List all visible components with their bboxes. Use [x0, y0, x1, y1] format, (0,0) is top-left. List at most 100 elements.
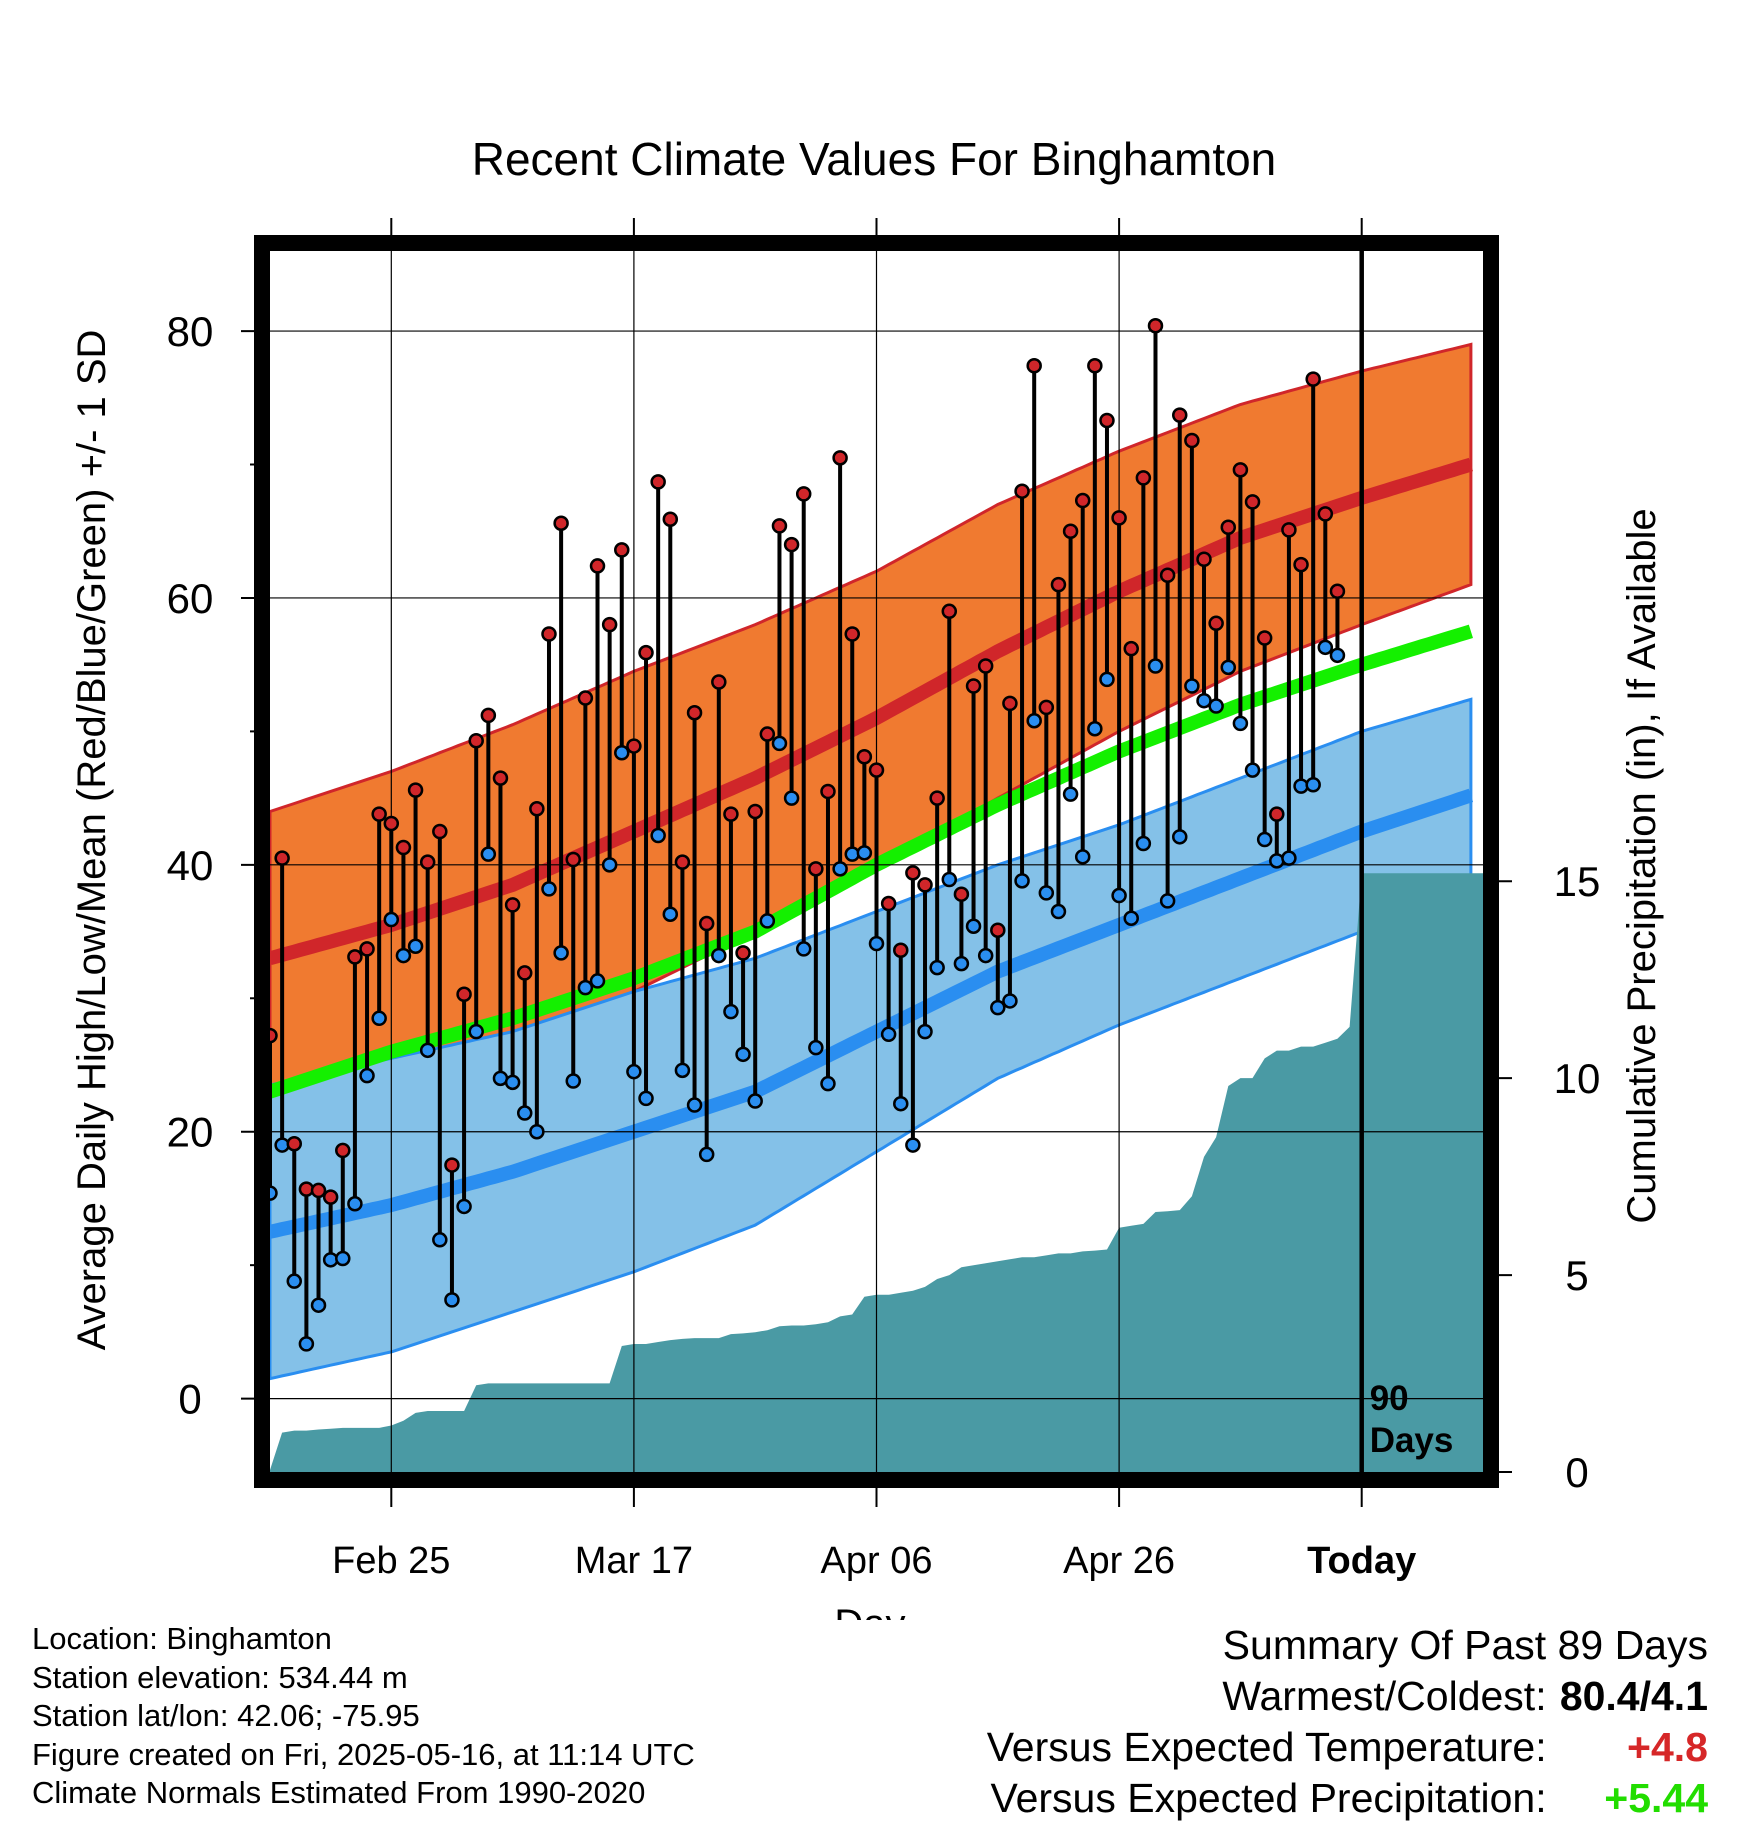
low-point	[1159, 893, 1176, 909]
precip-label: Versus Expected Precipitation:	[990, 1775, 1547, 1821]
high-point	[990, 922, 1006, 938]
x-tick-label: Apr 26	[1063, 1540, 1175, 1582]
high-point	[674, 854, 691, 870]
low-point	[1002, 993, 1018, 1009]
low-point	[1062, 786, 1079, 802]
y-tick-label: 60	[167, 575, 214, 622]
high-point	[820, 783, 836, 800]
temp-label: Versus Expected Temperature:	[986, 1724, 1547, 1770]
high-point	[456, 986, 472, 1003]
low-point	[1026, 712, 1042, 729]
y2-tick-label: 15	[1554, 858, 1601, 905]
high-point	[953, 886, 970, 902]
precip-row: Versus Expected Precipitation: +5.44	[987, 1773, 1709, 1824]
low-point	[541, 881, 557, 897]
high-point	[832, 450, 848, 466]
high-point	[759, 726, 776, 742]
low-point	[917, 1023, 933, 1040]
high-point	[783, 536, 800, 553]
warmest-row: Warmest/Coldest: 80.4/4.1	[987, 1671, 1708, 1722]
high-point	[711, 674, 727, 690]
high-point	[977, 658, 994, 674]
high-point	[686, 704, 703, 721]
low-point	[1317, 639, 1334, 656]
low-point	[432, 1232, 448, 1248]
low-point	[1123, 910, 1139, 926]
low-point	[626, 1063, 642, 1080]
high-point	[735, 945, 751, 961]
high-point	[383, 815, 400, 832]
summary-panel: Summary Of Past 89 Days Warmest/Coldest:…	[987, 1620, 1708, 1824]
high-point	[1099, 412, 1115, 429]
low-point	[1232, 715, 1249, 732]
high-point	[359, 941, 375, 957]
low-point	[371, 1010, 387, 1027]
low-point	[1135, 835, 1152, 852]
low-point	[310, 1297, 327, 1313]
low-point	[832, 861, 848, 877]
high-point	[1208, 615, 1224, 632]
y-axis-label: Average Daily High/Low/Mean (Red/Blue/Gr…	[70, 330, 114, 1351]
high-point	[856, 748, 873, 765]
low-point	[419, 1042, 436, 1059]
low-point	[953, 955, 970, 972]
high-point	[650, 474, 666, 490]
low-point	[759, 913, 776, 929]
high-normal-line	[268, 457, 1473, 965]
high-point	[286, 1135, 303, 1152]
high-point	[516, 965, 533, 981]
low-point	[686, 1097, 703, 1113]
high-point	[1050, 576, 1067, 593]
high-point	[638, 644, 654, 661]
low-point	[601, 857, 618, 873]
high-point	[419, 854, 436, 870]
high-point	[1232, 462, 1249, 478]
low-point	[614, 744, 630, 761]
low-point	[444, 1292, 460, 1308]
low-point	[529, 1123, 545, 1140]
high-point	[868, 762, 885, 778]
temp-row: Versus Expected Temperature: +4.8	[987, 1722, 1708, 1773]
low-point	[1147, 658, 1164, 674]
high-point	[444, 1157, 460, 1173]
high-point	[893, 942, 909, 958]
low-point	[1269, 853, 1285, 869]
low-point	[1038, 885, 1055, 901]
high-point	[1111, 510, 1127, 526]
plot-frame	[254, 235, 1499, 1488]
high-point	[1135, 470, 1152, 486]
high-point	[747, 803, 763, 820]
low-point	[735, 1046, 751, 1063]
location-text: Location: Binghamton	[32, 1621, 332, 1656]
low-point	[674, 1062, 691, 1079]
low-point	[456, 1198, 472, 1215]
high-point	[504, 897, 521, 913]
summary-title: Summary Of Past 89 Days	[1222, 1622, 1708, 1668]
low-point	[335, 1250, 351, 1267]
high-point	[795, 486, 812, 502]
precipitation-area	[270, 873, 1483, 1472]
y2-tick-label: 5	[1565, 1252, 1588, 1299]
low-point	[1196, 692, 1212, 709]
low-point	[795, 941, 812, 957]
high-point	[1159, 567, 1176, 584]
high-point	[468, 732, 484, 749]
high-point	[929, 790, 945, 806]
low-point	[1014, 873, 1030, 889]
high-point	[1220, 519, 1237, 535]
high-point	[723, 806, 739, 822]
high-point	[1026, 358, 1042, 374]
elevation-text: Station elevation: 534.44 m	[32, 1659, 408, 1695]
low-point	[711, 947, 727, 964]
high-point	[626, 738, 642, 754]
low-point	[1087, 720, 1103, 737]
low-point	[1281, 850, 1297, 866]
low-point	[1305, 777, 1321, 793]
high-point	[322, 1189, 339, 1205]
low-point	[905, 1137, 921, 1153]
low-point	[589, 973, 606, 989]
low-point	[1329, 647, 1346, 664]
high-point	[395, 839, 412, 856]
y-tick-label: 80	[167, 308, 214, 355]
station-info: Location: Binghamton Station elevation: …	[32, 1620, 695, 1813]
